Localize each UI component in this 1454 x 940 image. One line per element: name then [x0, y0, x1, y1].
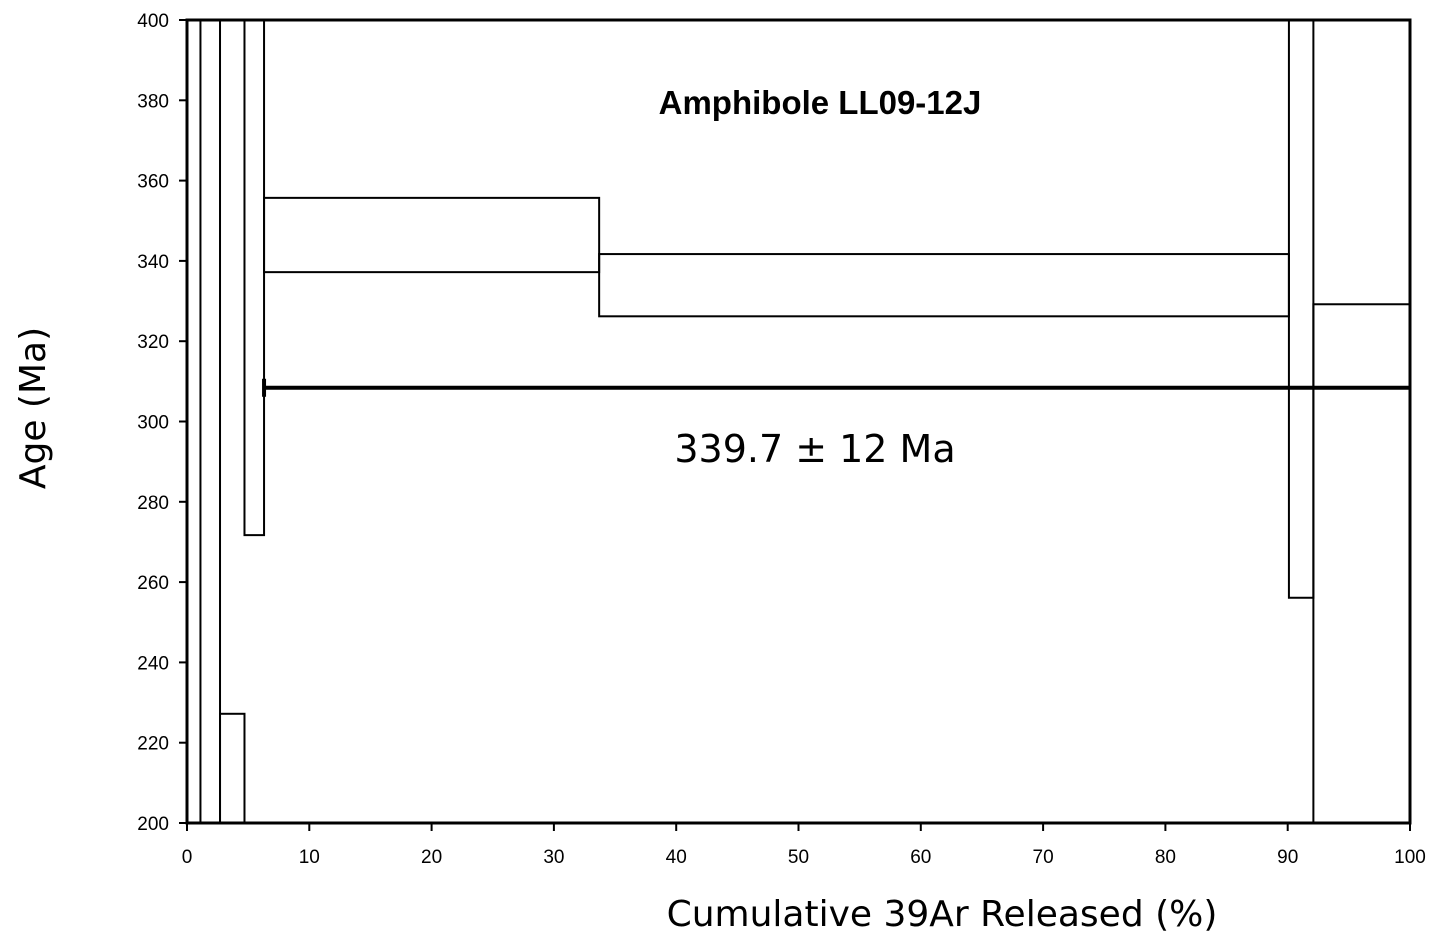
y-tick-label: 280	[137, 493, 169, 514]
x-tick-label: 90	[1277, 847, 1298, 868]
step-box-2	[219, 712, 246, 824]
x-tick-label: 30	[543, 847, 564, 868]
x-tick-label: 20	[421, 847, 442, 868]
y-tick-label: 340	[137, 252, 169, 273]
plot-frame	[185, 18, 1412, 825]
x-tick-label: 60	[910, 847, 931, 868]
y-tick-label: 240	[137, 653, 169, 674]
step-box-4	[263, 196, 601, 274]
x-tick-label: 100	[1394, 847, 1426, 868]
y-axis-title: Age (Ma)	[13, 327, 54, 489]
x-tick-label: 10	[299, 847, 320, 868]
step-box-6	[1287, 19, 1315, 599]
y-tick-label: 200	[137, 814, 169, 835]
step-box-7	[1312, 303, 1412, 824]
plateau-age-label: 339.7 ± 12 Ma	[674, 427, 955, 471]
y-tick-label: 400	[137, 11, 169, 32]
step-boxes	[199, 19, 1412, 824]
plateau-line-group	[262, 378, 1410, 397]
step-box-3	[243, 19, 266, 537]
x-axis-ticks: 0 10 20 30 40 50 60 70 80 90 100	[182, 823, 1426, 868]
x-axis-title: Cumulative 39Ar Released (%)	[667, 894, 1218, 935]
y-tick-label: 380	[137, 91, 169, 112]
step-box-5	[598, 253, 1290, 318]
x-tick-label: 80	[1155, 847, 1176, 868]
y-tick-label: 300	[137, 413, 169, 434]
x-tick-label: 70	[1033, 847, 1054, 868]
y-tick-label: 320	[137, 332, 169, 353]
chart-title: Amphibole LL09-12J	[659, 84, 982, 121]
x-tick-label: 50	[788, 847, 809, 868]
y-axis-ticks: 200 220 240 260 280 300 320 340 360 380 400	[137, 11, 187, 835]
x-tick-label: 0	[182, 847, 193, 868]
x-tick-label: 40	[666, 847, 687, 868]
step-box-1	[199, 19, 222, 824]
y-tick-label: 260	[137, 573, 169, 594]
y-tick-label: 220	[137, 734, 169, 755]
y-tick-label: 360	[137, 172, 169, 193]
